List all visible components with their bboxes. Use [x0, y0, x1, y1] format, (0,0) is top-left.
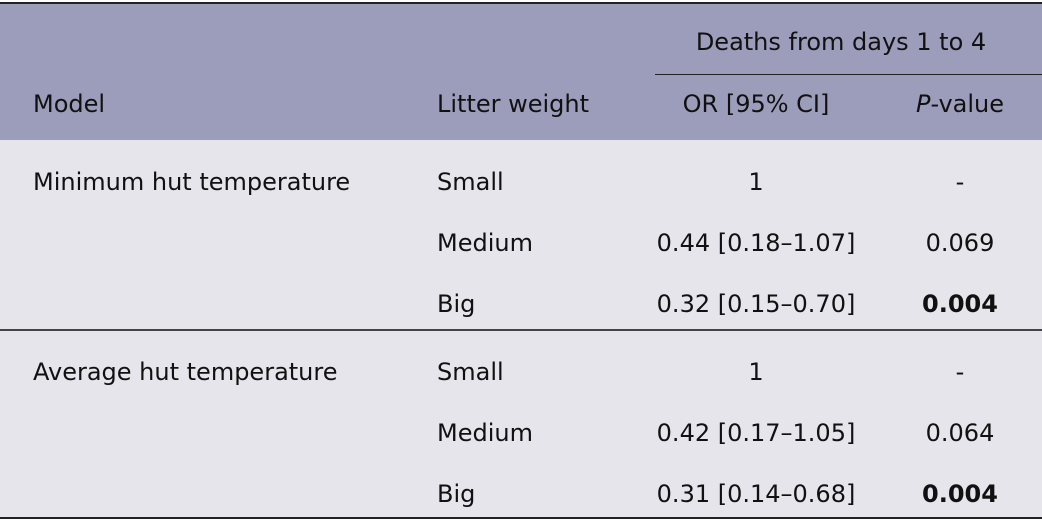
p-cell: 0.064: [925, 419, 995, 447]
column-header: Litter weight: [437, 90, 590, 118]
or-cell: 0.32 [0.15–0.70]: [656, 290, 856, 318]
body-background: [0, 140, 1042, 517]
weight-cell: Small: [437, 168, 504, 196]
or-cell: 0.44 [0.18–1.07]: [656, 229, 856, 257]
model-cell: Minimum hut temperature: [33, 168, 351, 196]
weight-cell: Big: [437, 290, 476, 318]
column-header: Model: [33, 90, 106, 118]
p-cell: 0.069: [925, 229, 995, 257]
or-cell: 0.31 [0.14–0.68]: [656, 480, 856, 508]
p-cell: 0.004: [922, 290, 998, 318]
or-cell: 1: [748, 358, 764, 386]
or-cell: 1: [748, 168, 764, 196]
group-divider: [0, 329, 1042, 331]
top-rule: [0, 2, 1042, 4]
header-background: [0, 3, 1042, 140]
group-header: Deaths from days 1 to 4: [695, 28, 987, 56]
p-cell: 0.004: [922, 480, 998, 508]
or-cell: 0.42 [0.17–1.05]: [656, 419, 856, 447]
p-cell: -: [955, 168, 965, 196]
group-rule: [655, 74, 1042, 75]
p-italic: P: [915, 90, 931, 118]
weight-cell: Medium: [437, 419, 533, 447]
weight-cell: Big: [437, 480, 476, 508]
model-cell: Average hut temperature: [33, 358, 338, 386]
p-rest: -value: [930, 90, 1005, 118]
p-cell: -: [955, 358, 965, 386]
bottom-rule: [0, 517, 1042, 519]
column-header: P-value: [916, 89, 1004, 119]
weight-cell: Small: [437, 358, 504, 386]
weight-cell: Medium: [437, 229, 533, 257]
column-header: OR [95% CI]: [682, 90, 830, 118]
